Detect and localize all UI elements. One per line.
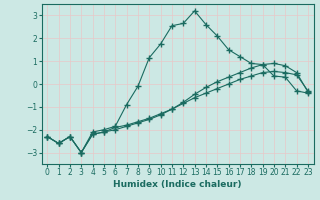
X-axis label: Humidex (Indice chaleur): Humidex (Indice chaleur) — [113, 180, 242, 189]
